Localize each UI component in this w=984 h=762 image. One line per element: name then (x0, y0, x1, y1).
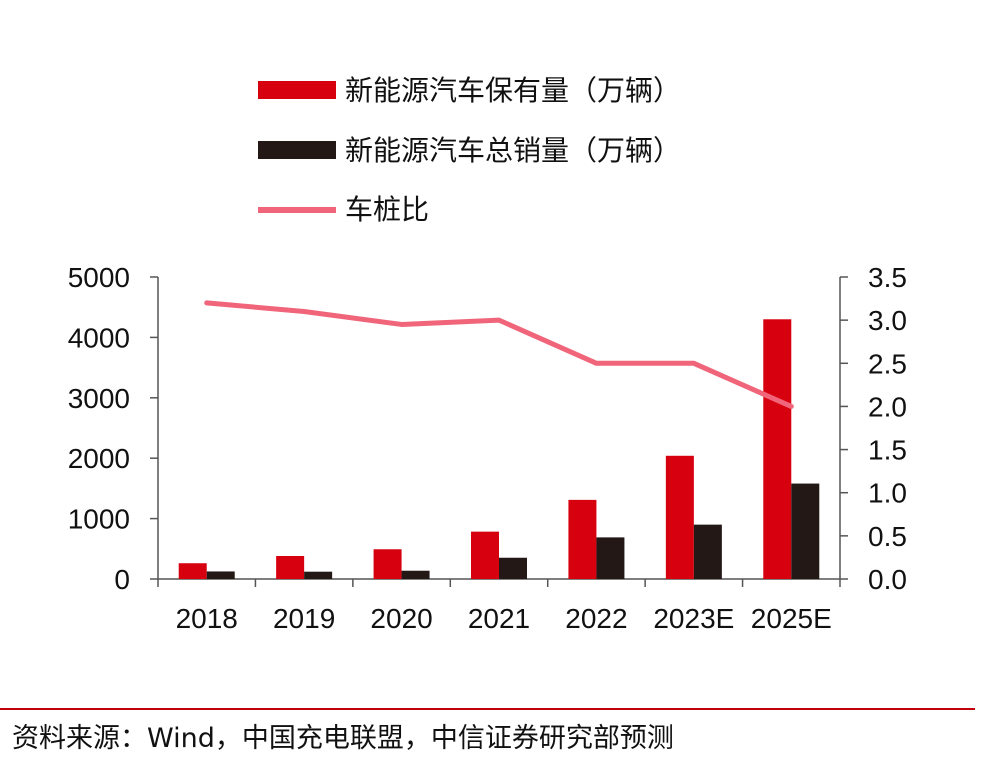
legend-label-ratio: 车桩比 (345, 193, 429, 226)
bar-stock (373, 549, 402, 579)
x-tick-label: 2025E (751, 603, 832, 634)
ratio-line-path (204, 300, 794, 409)
bar-sales (596, 537, 625, 579)
y-right-tick-label: 0.0 (868, 564, 907, 595)
y-left-tick-label: 2000 (68, 443, 130, 474)
bar-stock (178, 563, 207, 579)
y-right-tick-label: 2.0 (868, 391, 907, 422)
bar-sales (791, 483, 820, 579)
bar-stock (763, 319, 792, 579)
bar-stock (276, 555, 305, 579)
legend: 新能源汽车保有量（万辆） 新能源汽车总销量（万辆） 车桩比 (258, 74, 681, 226)
legend-swatch-sales (258, 141, 336, 159)
bar-sales (693, 524, 722, 579)
ratio-line (204, 300, 794, 409)
y-left-tick-label: 5000 (68, 262, 130, 293)
y-left-tick-label: 4000 (68, 322, 130, 353)
y-left-tick-label: 1000 (68, 504, 130, 535)
y-right-tick-label: 3.0 (868, 305, 907, 336)
y-right-tick-label: 1.5 (868, 435, 907, 466)
legend-swatch-stock (258, 81, 336, 99)
chart: 新能源汽车保有量（万辆） 新能源汽车总销量（万辆） 车桩比 0 1000 2000 3… (68, 74, 907, 634)
bar-stock (665, 455, 694, 579)
y-right-tick-label: 1.0 (868, 478, 907, 509)
x-tick-label: 2021 (468, 603, 530, 634)
bar-sales (499, 557, 527, 579)
bars (178, 319, 820, 579)
y-left-tick-label: 3000 (68, 383, 130, 414)
y-right-tick-label: 3.5 (868, 262, 907, 293)
bar-sales (401, 570, 430, 579)
bar-stock (568, 499, 597, 579)
x-tick-label: 2019 (273, 603, 335, 634)
legend-label-sales: 新能源汽车总销量（万辆） (345, 134, 681, 167)
bar-stock (471, 531, 499, 579)
source-divider (0, 708, 975, 710)
y-left-tick-label: 0 (114, 564, 130, 595)
source-note: 资料来源：Wind，中国充电联盟，中信证券研究部预测 (12, 723, 674, 754)
x-tick-label: 2022 (565, 603, 627, 634)
bar-sales (206, 571, 235, 579)
x-tick-label: 2020 (370, 603, 432, 634)
x-tick-label: 2023E (653, 603, 734, 634)
legend-label-stock: 新能源汽车保有量（万辆） (345, 74, 681, 107)
x-tick-label: 2018 (176, 603, 238, 634)
axes: 0 1000 2000 3000 4000 5000 0.0 0.5 1.0 1.5 2.0 2.5 3… (68, 262, 907, 634)
bar-sales (304, 571, 333, 579)
y-right-tick-label: 0.5 (868, 521, 907, 552)
y-right-tick-label: 2.5 (868, 348, 907, 379)
